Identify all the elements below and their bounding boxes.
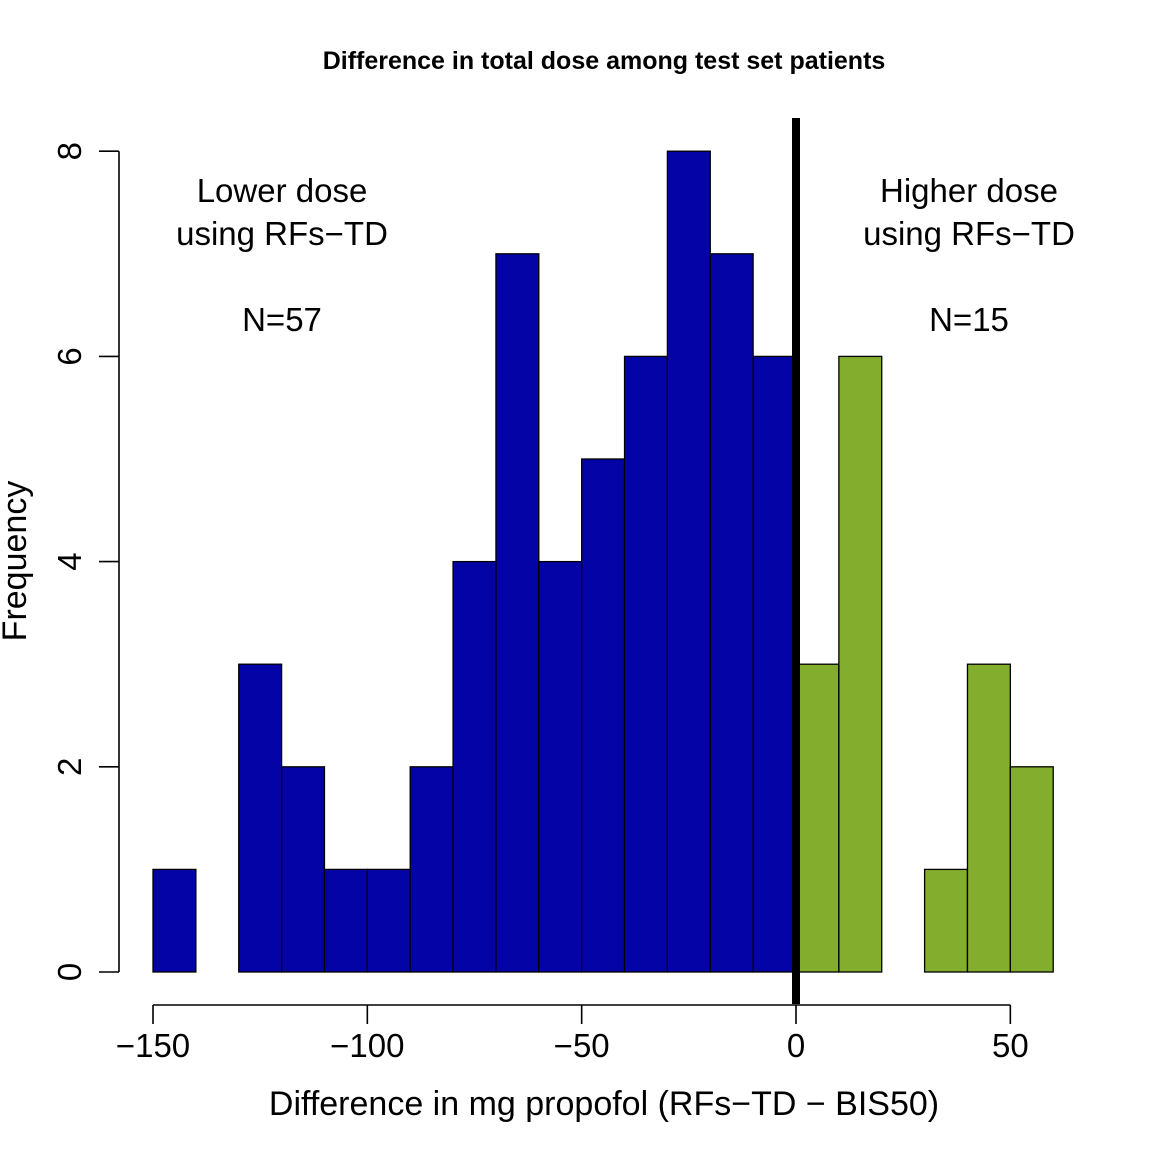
histogram-bar	[452, 560, 497, 973]
histogram-bar	[966, 663, 1011, 973]
bars-group	[152, 150, 1054, 973]
y-tick-label: 2	[51, 758, 88, 776]
x-tick-label: 0	[787, 1027, 805, 1064]
right-annotation: Higher dose using RFs−TD N=15	[863, 172, 1075, 338]
histogram-bar	[709, 253, 754, 973]
histogram-bar	[238, 663, 283, 973]
x-tick-label: 50	[992, 1027, 1029, 1064]
histogram-bar	[623, 355, 669, 973]
y-tick-label: 4	[51, 552, 88, 570]
x-tick-label: −50	[554, 1027, 610, 1064]
x-axis-label: Difference in mg propofol (RFs−TD − BIS5…	[269, 1085, 939, 1123]
histogram-bar	[152, 868, 197, 973]
histogram-bar	[366, 868, 411, 973]
y-tick-label: 6	[51, 347, 88, 365]
left-annotation-count: N=57	[242, 301, 322, 338]
histogram-bar	[923, 868, 969, 973]
histogram-bar	[752, 355, 797, 973]
right-annotation-line2: using RFs−TD	[863, 215, 1075, 252]
histogram-bar	[280, 766, 326, 973]
histogram-bar	[795, 663, 840, 973]
right-annotation-line1: Higher dose	[880, 172, 1058, 209]
left-annotation-line1: Lower dose	[197, 172, 368, 209]
x-axis: −150 −100 −50 0 50	[116, 1004, 1029, 1064]
y-tick-label: 8	[51, 142, 88, 160]
histogram-bar	[323, 868, 368, 973]
left-annotation-line2: using RFs−TD	[176, 215, 388, 252]
chart-title: Difference in total dose among test set …	[323, 47, 886, 75]
left-annotation: Lower dose using RFs−TD N=57	[176, 172, 388, 338]
histogram-bar	[581, 458, 626, 973]
histogram-bar	[495, 253, 540, 973]
y-tick-label: 0	[51, 963, 88, 981]
y-axis: 0 2 4 6 8	[51, 142, 120, 981]
histogram-bar	[1009, 766, 1054, 973]
histogram-bar	[666, 150, 711, 973]
x-tick-label: −100	[330, 1027, 404, 1064]
right-annotation-count: N=15	[929, 301, 1009, 338]
histogram-bar	[838, 355, 883, 973]
histogram-bar	[409, 766, 454, 973]
y-axis-label: Frequency	[0, 481, 34, 642]
x-tick-label: −150	[116, 1027, 190, 1064]
histogram-bar	[538, 560, 583, 973]
